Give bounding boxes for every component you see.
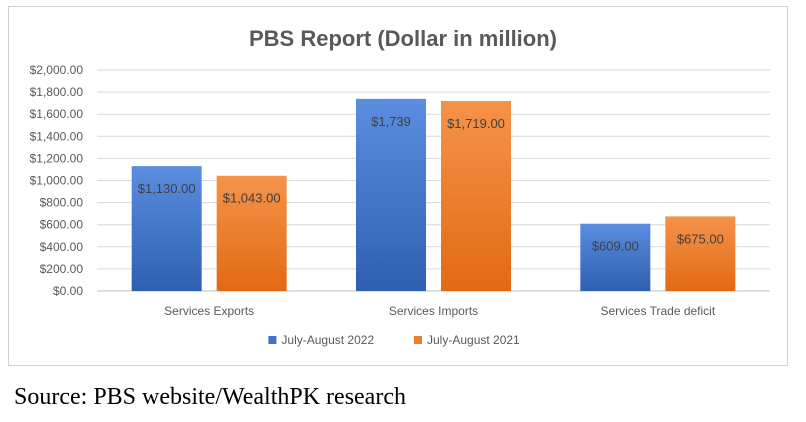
x-tick-label: Services Trade deficit: [600, 304, 715, 318]
y-tick-label: $200.00: [40, 262, 84, 276]
source-caption: Source: PBS website/WealthPK research: [14, 384, 406, 410]
bar-series1: [580, 223, 651, 291]
bar-series1: [356, 98, 426, 291]
chart-title: PBS Report (Dollar in million): [249, 26, 557, 51]
y-tick-label: $800.00: [40, 196, 84, 210]
y-tick-label: $1,400.00: [30, 129, 84, 143]
data-label: $609.00: [592, 239, 639, 254]
x-tick-label: Services Exports: [164, 304, 254, 318]
legend-swatch: [268, 336, 277, 344]
data-label: $675.00: [677, 231, 724, 246]
legend-swatch: [414, 336, 422, 344]
y-tick-label: $600.00: [40, 218, 84, 232]
y-tick-label: $1,600.00: [30, 107, 84, 121]
y-tick-label: $1,200.00: [30, 151, 84, 165]
y-tick-label: $1,800.00: [30, 85, 84, 99]
data-label: $1,130.00: [138, 181, 196, 196]
y-tick-label: $400.00: [40, 240, 84, 254]
bar-chart: PBS Report (Dollar in million) $0.00 $200.…: [30, 26, 770, 347]
legend-label: July-August 2021: [427, 333, 520, 347]
data-label: $1,739: [371, 114, 411, 129]
legend-label: July-August 2022: [281, 333, 374, 347]
bar-series2: [665, 216, 736, 291]
data-label: $1,719.00: [447, 116, 505, 131]
bar-series1: [131, 166, 202, 291]
y-tick-label: $2,000.00: [30, 63, 84, 77]
bar-series2: [441, 101, 511, 291]
x-tick-label: Services Imports: [389, 304, 478, 318]
data-label: $1,043.00: [223, 191, 281, 206]
y-tick-label: $0.00: [53, 284, 83, 298]
bar-series2: [216, 175, 287, 291]
y-tick-label: $1,000.00: [30, 174, 84, 188]
